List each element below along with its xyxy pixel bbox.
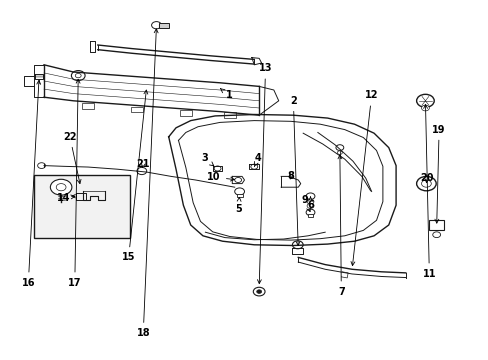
Circle shape bbox=[416, 94, 433, 107]
FancyBboxPatch shape bbox=[34, 175, 129, 238]
FancyBboxPatch shape bbox=[159, 23, 168, 28]
Text: 16: 16 bbox=[21, 80, 41, 288]
Circle shape bbox=[432, 232, 440, 238]
Text: 6: 6 bbox=[306, 197, 313, 210]
Circle shape bbox=[214, 166, 221, 171]
Text: 4: 4 bbox=[254, 153, 261, 166]
Text: 13: 13 bbox=[257, 63, 272, 284]
Circle shape bbox=[234, 177, 241, 183]
Text: 20: 20 bbox=[419, 173, 433, 183]
Text: 11: 11 bbox=[422, 104, 435, 279]
Circle shape bbox=[416, 176, 435, 191]
Circle shape bbox=[305, 209, 314, 216]
Circle shape bbox=[335, 145, 343, 150]
Circle shape bbox=[253, 287, 264, 296]
Text: 17: 17 bbox=[68, 79, 81, 288]
Circle shape bbox=[305, 193, 314, 199]
Text: 10: 10 bbox=[207, 172, 234, 182]
FancyBboxPatch shape bbox=[428, 220, 443, 230]
Circle shape bbox=[256, 290, 261, 293]
Text: 21: 21 bbox=[136, 159, 150, 169]
Text: 7: 7 bbox=[337, 155, 344, 297]
Circle shape bbox=[421, 180, 430, 187]
Circle shape bbox=[56, 184, 66, 191]
FancyBboxPatch shape bbox=[307, 214, 313, 217]
FancyBboxPatch shape bbox=[236, 194, 242, 197]
Text: 22: 22 bbox=[63, 132, 81, 184]
Circle shape bbox=[71, 71, 85, 81]
Circle shape bbox=[38, 163, 45, 168]
Circle shape bbox=[250, 164, 257, 169]
FancyBboxPatch shape bbox=[224, 112, 235, 118]
Text: 3: 3 bbox=[201, 153, 213, 166]
Text: 8: 8 bbox=[287, 171, 294, 181]
Circle shape bbox=[75, 73, 81, 78]
Text: 9: 9 bbox=[301, 195, 309, 212]
Circle shape bbox=[306, 199, 313, 204]
Circle shape bbox=[292, 241, 303, 249]
Text: 5: 5 bbox=[235, 197, 242, 214]
Text: 14: 14 bbox=[57, 193, 75, 203]
Circle shape bbox=[421, 105, 428, 111]
Circle shape bbox=[337, 151, 342, 154]
Circle shape bbox=[50, 179, 72, 195]
Text: 12: 12 bbox=[350, 90, 378, 266]
FancyBboxPatch shape bbox=[180, 110, 191, 116]
Text: 15: 15 bbox=[122, 90, 147, 262]
Text: 2: 2 bbox=[289, 96, 299, 246]
FancyBboxPatch shape bbox=[82, 103, 94, 109]
Text: 18: 18 bbox=[136, 29, 158, 338]
FancyBboxPatch shape bbox=[131, 107, 142, 112]
Text: 19: 19 bbox=[431, 125, 445, 223]
Text: 1: 1 bbox=[220, 89, 232, 100]
Circle shape bbox=[137, 167, 146, 175]
Circle shape bbox=[234, 188, 244, 195]
Circle shape bbox=[151, 22, 161, 29]
Circle shape bbox=[306, 203, 313, 208]
